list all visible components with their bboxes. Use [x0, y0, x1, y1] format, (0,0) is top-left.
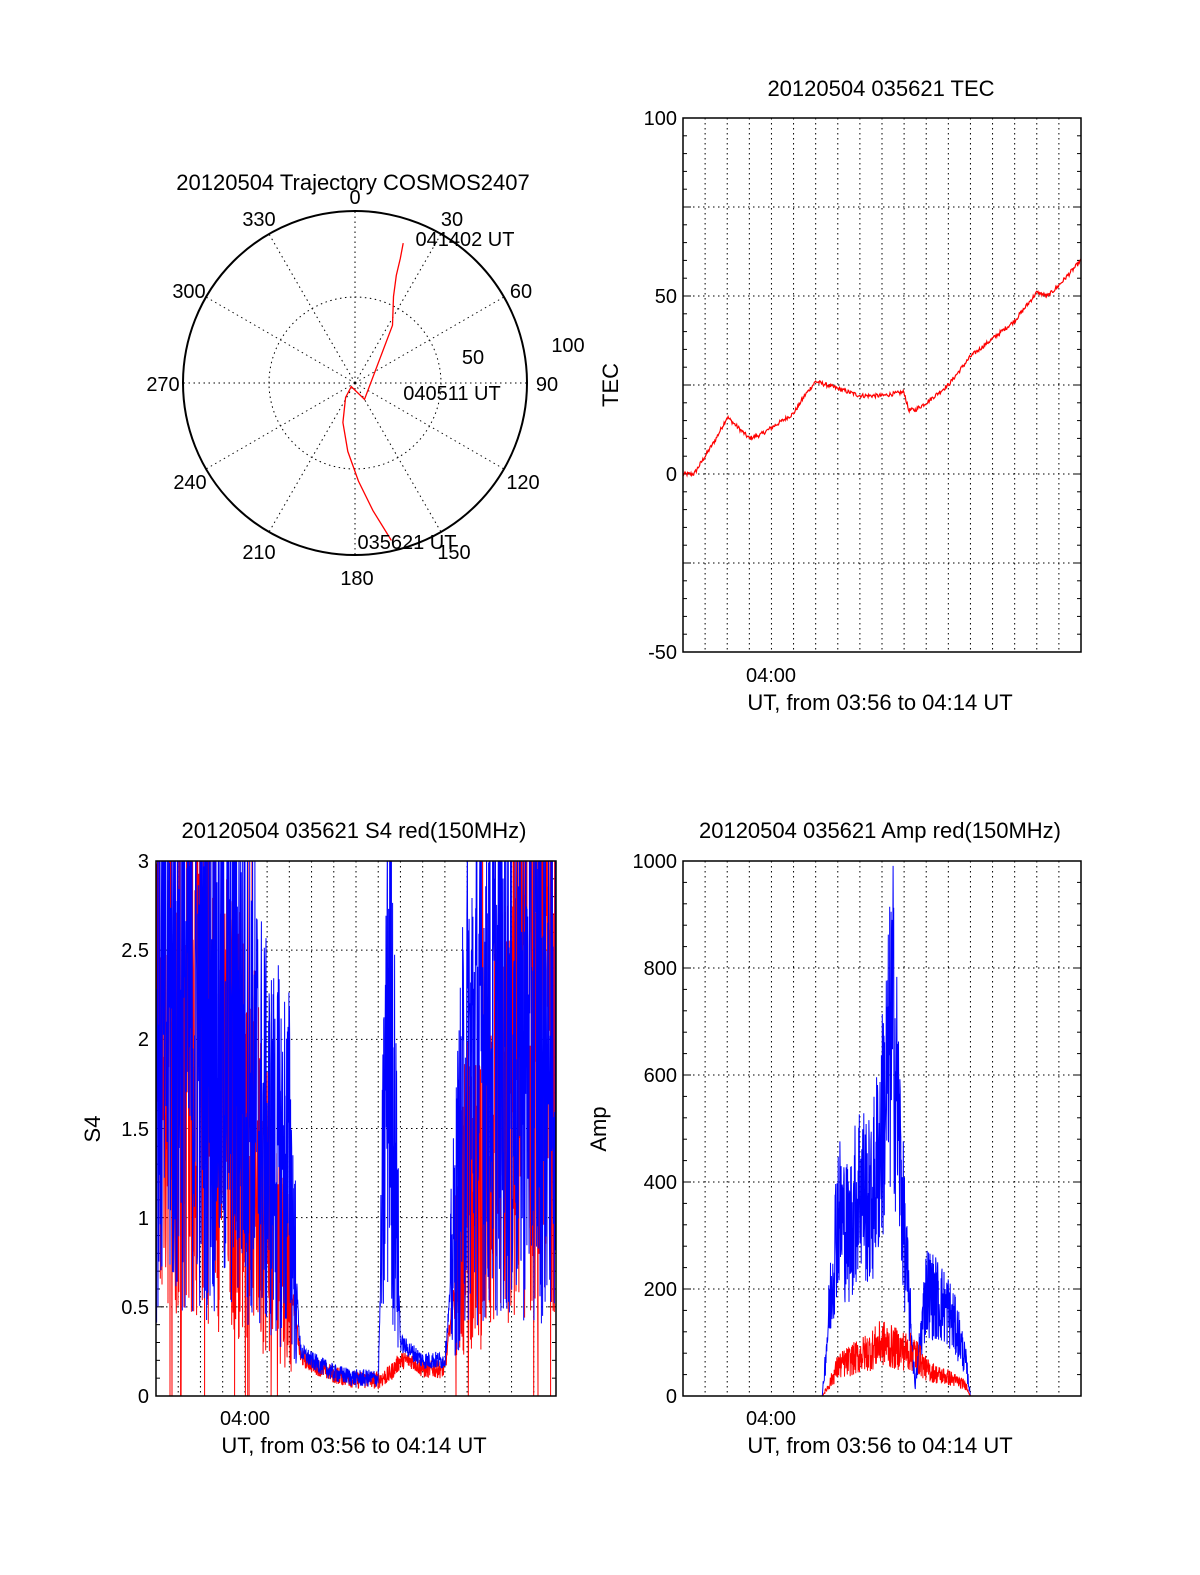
s4-ylabel: S4	[80, 1116, 105, 1143]
amp-xlabel: UT, from 03:56 to 04:14 UT	[747, 1433, 1012, 1458]
s4-ytick-0: 0	[138, 1386, 149, 1408]
amp-ytick-0: 0	[666, 1386, 677, 1408]
tec-grid	[683, 118, 1081, 652]
s4-series-group	[156, 861, 556, 1396]
s4-ytick-1: 1	[138, 1208, 149, 1230]
amp-ytick-800: 800	[644, 958, 677, 980]
tec-ytick-minus50: -50	[648, 642, 677, 664]
tec-ytick-0: 0	[666, 464, 677, 486]
tec-xtick-0400: 04:00	[746, 665, 796, 687]
s4-xtick-0400: 04:00	[220, 1408, 270, 1430]
radius-label-50: 50	[462, 347, 484, 369]
azimuth-label-60: 60	[510, 281, 532, 303]
s4-title: 20120504 035621 S4 red(150MHz)	[182, 818, 527, 843]
amp-series-red	[683, 1321, 1081, 1397]
s4-ytick-2: 2	[138, 1029, 149, 1051]
trajectory-grid-spoke	[354, 233, 442, 384]
tec-plot-frame	[682, 117, 1082, 653]
s4-series	[156, 861, 556, 1396]
trajectory-grid-spoke	[268, 233, 356, 384]
amp-xtick-0400: 04:00	[746, 1408, 796, 1430]
amp-title: 20120504 035621 Amp red(150MHz)	[699, 818, 1061, 843]
trajectory-annotation-mid: 040511 UT	[403, 383, 500, 405]
trajectory-azimuth-labels: 0 30 60 90 120 150 180 210 240 270 300 3…	[146, 187, 558, 590]
azimuth-label-330: 330	[242, 209, 275, 231]
azimuth-label-300: 300	[172, 281, 205, 303]
azimuth-label-120: 120	[506, 472, 539, 494]
amp-ytick-200: 200	[644, 1279, 677, 1301]
trajectory-grid	[183, 211, 527, 555]
trajectory-grid-spoke	[268, 382, 356, 533]
tec-chart: 20120504 035621 TEC 100 50 0 -50 04:00 U…	[598, 76, 1082, 715]
trajectory-annotation-end: 041402 UT	[416, 229, 515, 251]
azimuth-label-240: 240	[173, 472, 206, 494]
trajectory-grid-spoke	[354, 382, 505, 470]
trajectory-outer-circle	[182, 210, 528, 556]
s4-ytick-3: 3	[138, 851, 149, 873]
trajectory-grid-spoke	[354, 296, 505, 384]
s4-xlabel: UT, from 03:56 to 04:14 UT	[221, 1433, 486, 1458]
amp-y-ticks: 1000 800 600 400 200 0	[633, 851, 678, 1408]
amp-grid	[683, 861, 1081, 1396]
trajectory-grid-spoke	[354, 382, 442, 533]
tec-series	[682, 258, 1082, 478]
s4-ytick-0.5: 0.5	[121, 1297, 149, 1319]
s4-chart: 20120504 035621 S4 red(150MHz) 3 2.5 2 1…	[80, 818, 557, 1458]
azimuth-label-210: 210	[242, 542, 275, 564]
amp-chart: 20120504 035621 Amp red(150MHz) 1000 800…	[586, 818, 1082, 1458]
s4-plot-frame	[155, 860, 557, 1397]
trajectory-title: 20120504 Trajectory COSMOS2407	[176, 170, 529, 195]
trajectory-series	[342, 242, 404, 541]
trajectory-grid-spoke	[205, 296, 356, 384]
amp-ytick-400: 400	[644, 1172, 677, 1194]
amp-plot-frame	[682, 860, 1082, 1397]
azimuth-label-180: 180	[340, 568, 373, 590]
radius-label-100: 100	[551, 335, 584, 357]
tec-ytick-100: 100	[644, 108, 677, 130]
tec-xlabel: UT, from 03:56 to 04:14 UT	[747, 690, 1012, 715]
amp-ytick-600: 600	[644, 1065, 677, 1087]
tec-y-ticks: 100 50 0 -50	[644, 108, 677, 664]
s4-series-blue	[156, 861, 556, 1387]
trajectory-chart: 20120504 Trajectory COSMOS2407 0 30 60 9…	[146, 170, 584, 590]
azimuth-label-90: 90	[536, 374, 558, 396]
azimuth-label-270: 270	[146, 374, 179, 396]
s4-ytick-1.5: 1.5	[121, 1119, 149, 1141]
tec-series-line	[682, 258, 1082, 478]
azimuth-label-0: 0	[349, 187, 360, 209]
trajectory-path	[342, 242, 404, 541]
tec-ylabel: TEC	[598, 363, 623, 407]
azimuth-label-30: 30	[441, 209, 463, 231]
amp-ytick-1000: 1000	[633, 851, 678, 873]
s4-ytick-2.5: 2.5	[121, 940, 149, 962]
trajectory-grid-spoke	[205, 382, 356, 470]
trajectory-annotation-start: 035621 UT	[358, 532, 457, 554]
amp-ylabel: Amp	[586, 1106, 611, 1151]
tec-ytick-50: 50	[655, 286, 677, 308]
azimuth-label-150: 150	[437, 542, 470, 564]
tec-title: 20120504 035621 TEC	[767, 76, 994, 101]
s4-y-ticks: 3 2.5 2 1.5 1 0.5 0	[121, 851, 149, 1408]
